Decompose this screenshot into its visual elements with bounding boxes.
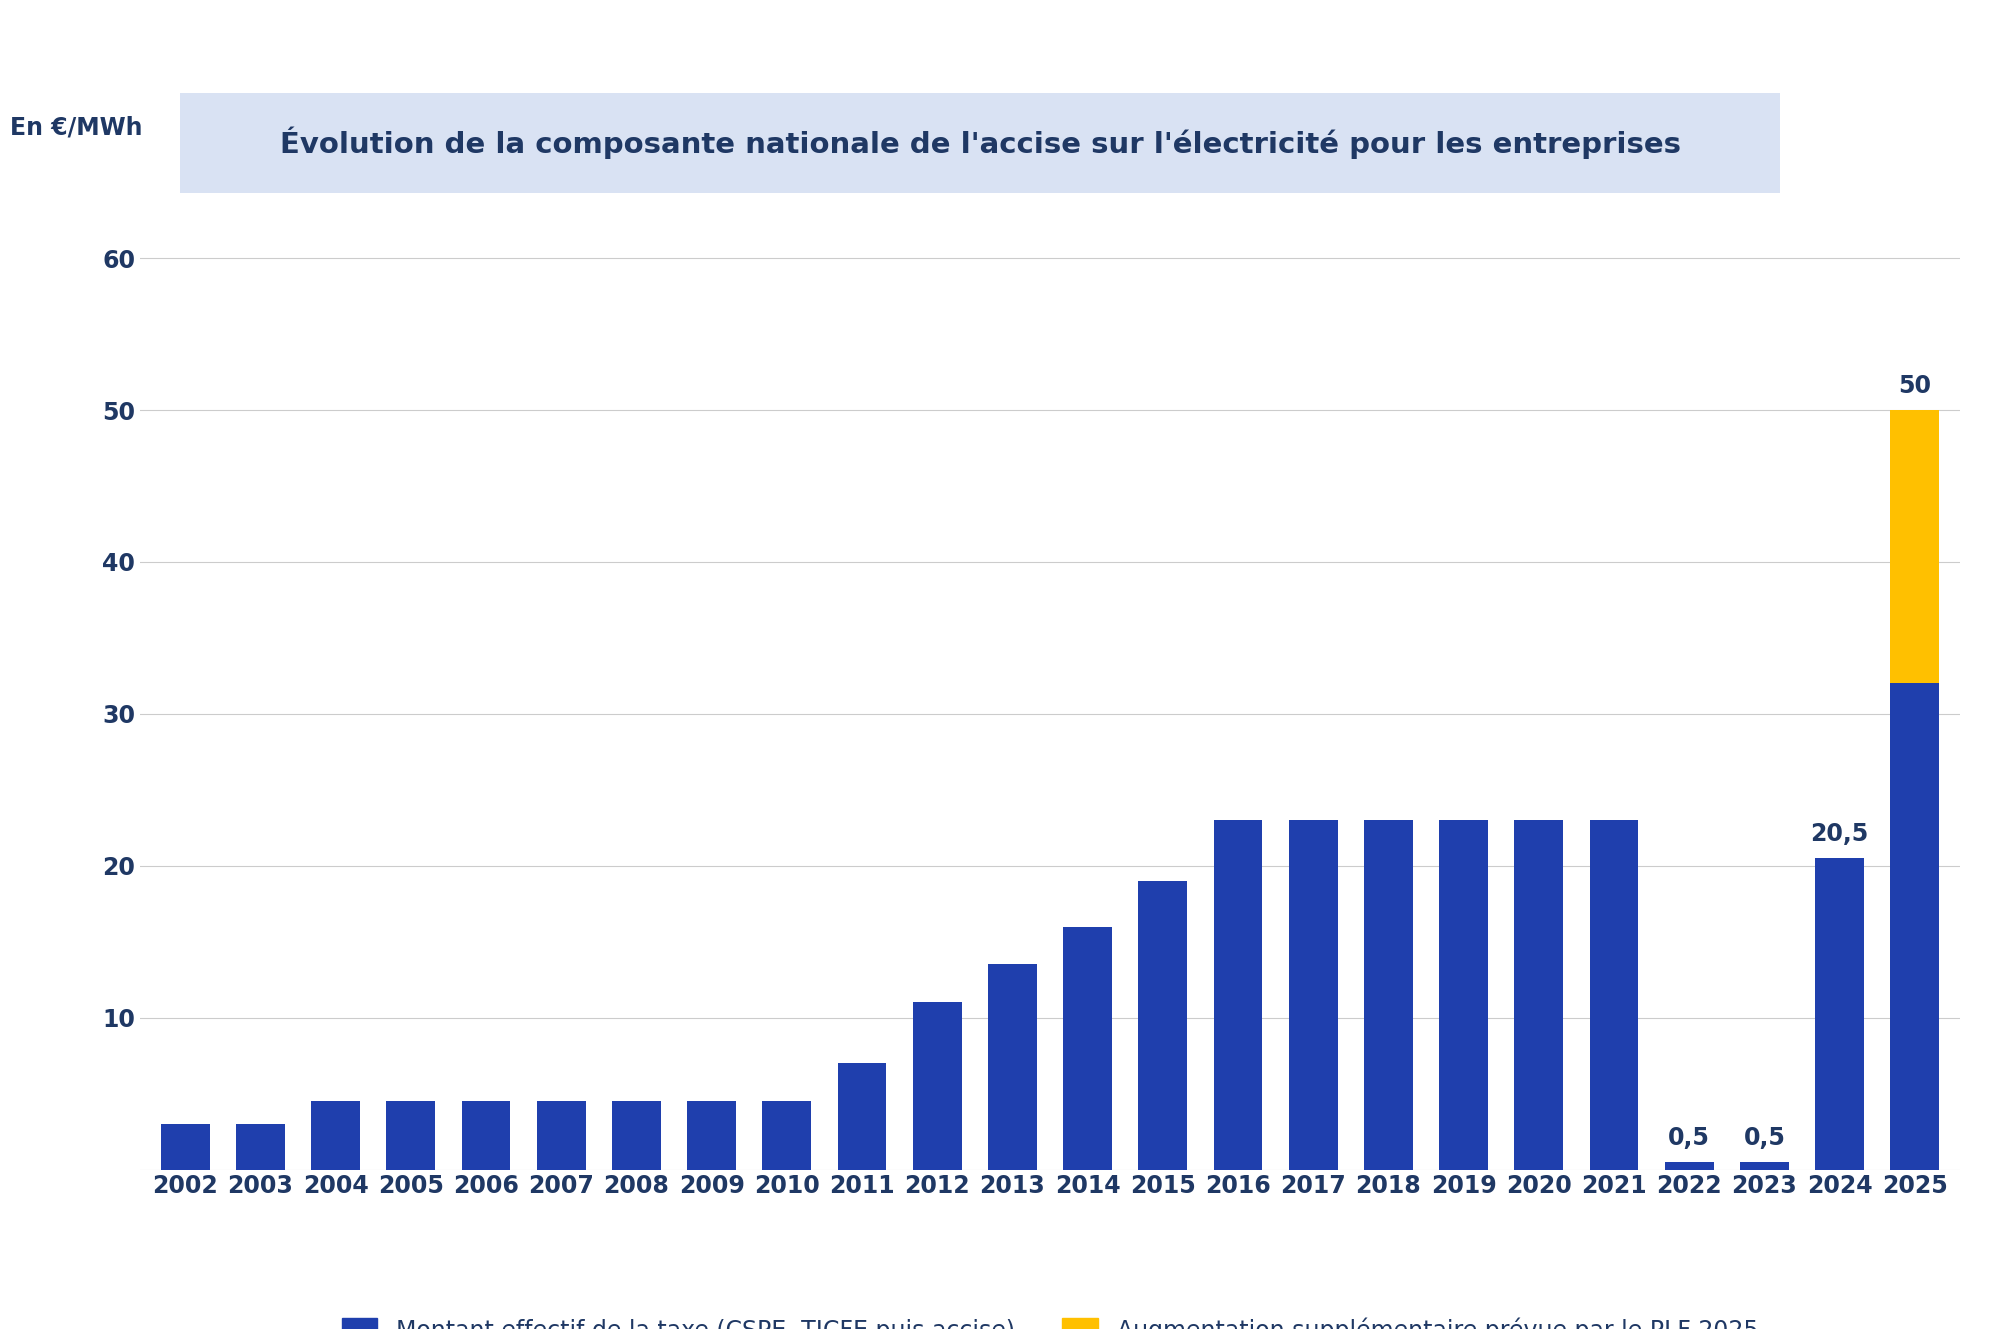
Bar <box>912 1002 962 1170</box>
Bar <box>1816 859 1864 1170</box>
Bar <box>1364 820 1412 1170</box>
Bar <box>462 1102 510 1170</box>
Bar <box>160 1124 210 1170</box>
Text: En €/MWh: En €/MWh <box>10 116 142 140</box>
Text: 0,5: 0,5 <box>1668 1126 1710 1150</box>
Bar <box>236 1124 284 1170</box>
Bar <box>838 1063 886 1170</box>
Bar <box>988 965 1036 1170</box>
Legend: Montant effectif de la taxe (CSPE, TICFE puis accise), Augmentation supplémentai: Montant effectif de la taxe (CSPE, TICFE… <box>330 1305 1770 1329</box>
Bar <box>1890 411 1940 683</box>
Bar <box>1740 1162 1788 1170</box>
Text: Évolution de la composante nationale de l'accise sur l'électricité pour les entr: Évolution de la composante nationale de … <box>280 126 1680 159</box>
Bar <box>688 1102 736 1170</box>
Bar <box>1590 820 1638 1170</box>
Bar <box>536 1102 586 1170</box>
Text: 20,5: 20,5 <box>1810 823 1868 847</box>
Text: 0,5: 0,5 <box>1744 1126 1786 1150</box>
Bar <box>386 1102 436 1170</box>
Text: 50: 50 <box>1898 373 1932 397</box>
Bar <box>1214 820 1262 1170</box>
Bar <box>1514 820 1564 1170</box>
Bar <box>762 1102 812 1170</box>
Bar <box>1288 820 1338 1170</box>
Bar <box>1664 1162 1714 1170</box>
Bar <box>1138 881 1188 1170</box>
Bar <box>1890 683 1940 1170</box>
Bar <box>312 1102 360 1170</box>
Bar <box>1440 820 1488 1170</box>
Bar <box>1064 926 1112 1170</box>
Bar <box>612 1102 660 1170</box>
